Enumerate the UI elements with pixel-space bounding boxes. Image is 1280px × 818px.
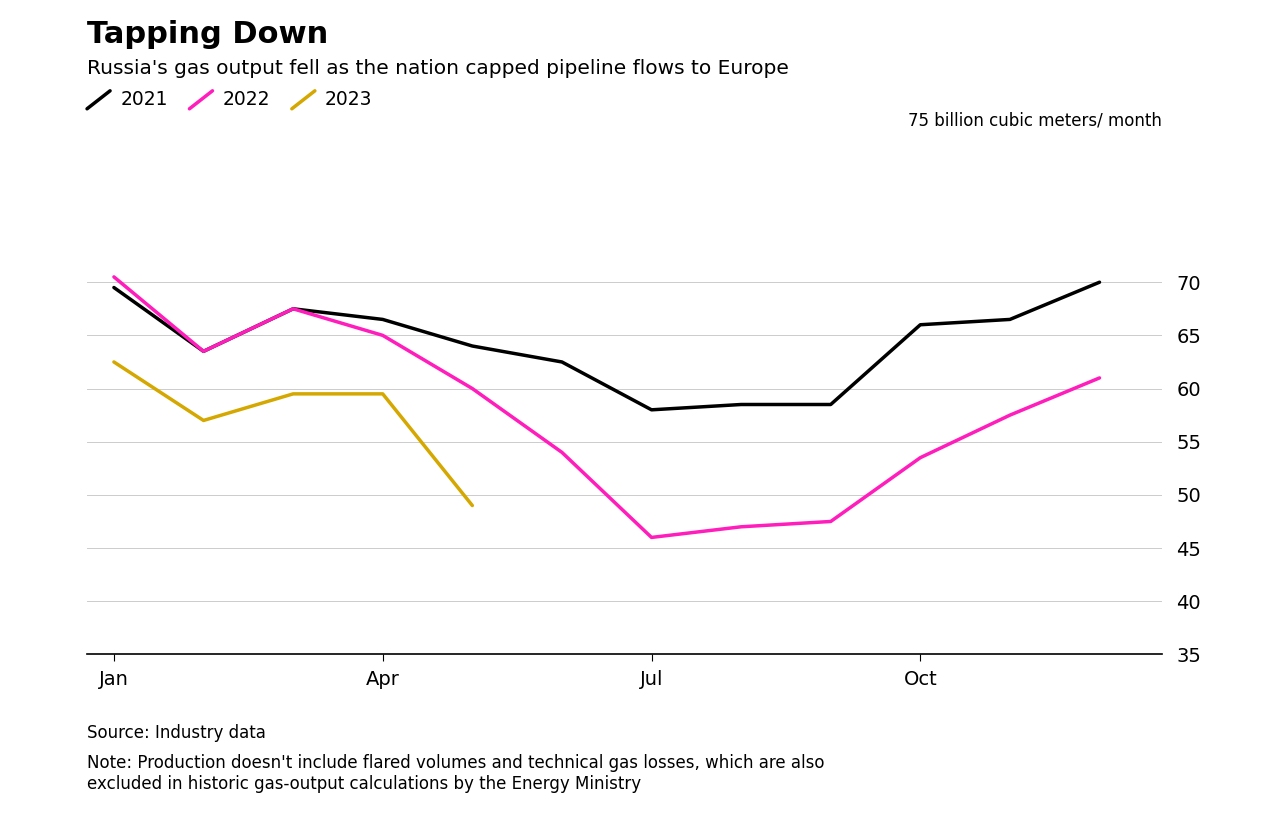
Text: 2022: 2022 <box>223 90 270 110</box>
Text: 2023: 2023 <box>325 90 372 110</box>
Text: Source: Industry data: Source: Industry data <box>87 724 266 742</box>
Text: Note: Production doesn't include flared volumes and technical gas losses, which : Note: Production doesn't include flared … <box>87 754 824 793</box>
Text: Russia's gas output fell as the nation capped pipeline flows to Europe: Russia's gas output fell as the nation c… <box>87 59 788 78</box>
Text: Tapping Down: Tapping Down <box>87 20 328 49</box>
Text: 75 billion cubic meters/ month: 75 billion cubic meters/ month <box>909 111 1162 129</box>
Text: 2021: 2021 <box>120 90 168 110</box>
